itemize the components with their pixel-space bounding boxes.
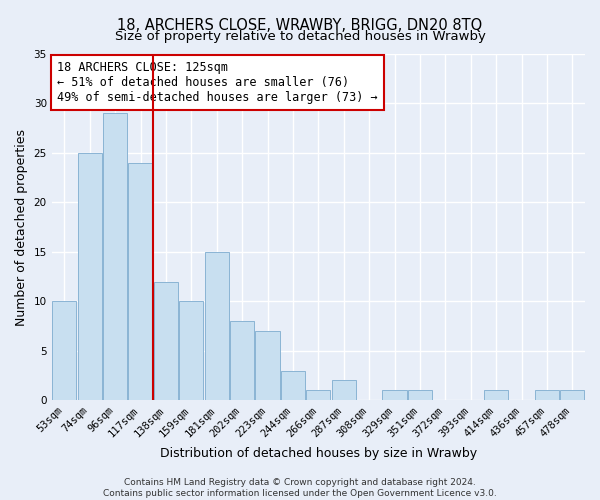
Text: 18 ARCHERS CLOSE: 125sqm
← 51% of detached houses are smaller (76)
49% of semi-d: 18 ARCHERS CLOSE: 125sqm ← 51% of detach… [57,61,377,104]
Bar [128,163,152,400]
Y-axis label: Number of detached properties: Number of detached properties [15,128,28,326]
Text: 18, ARCHERS CLOSE, WRAWBY, BRIGG, DN20 8TQ: 18, ARCHERS CLOSE, WRAWBY, BRIGG, DN20 8… [118,18,482,32]
Bar [52,302,76,400]
Bar [332,380,356,400]
Bar [256,331,280,400]
Bar [382,390,407,400]
Bar [484,390,508,400]
Bar [306,390,331,400]
Bar [230,321,254,400]
Text: Size of property relative to detached houses in Wrawby: Size of property relative to detached ho… [115,30,485,43]
Bar [408,390,432,400]
Text: Contains HM Land Registry data © Crown copyright and database right 2024.
Contai: Contains HM Land Registry data © Crown c… [103,478,497,498]
Bar [77,153,102,400]
Bar [205,252,229,400]
Bar [154,282,178,400]
X-axis label: Distribution of detached houses by size in Wrawby: Distribution of detached houses by size … [160,447,477,460]
Bar [103,114,127,400]
Bar [281,370,305,400]
Bar [179,302,203,400]
Bar [535,390,559,400]
Bar [560,390,584,400]
